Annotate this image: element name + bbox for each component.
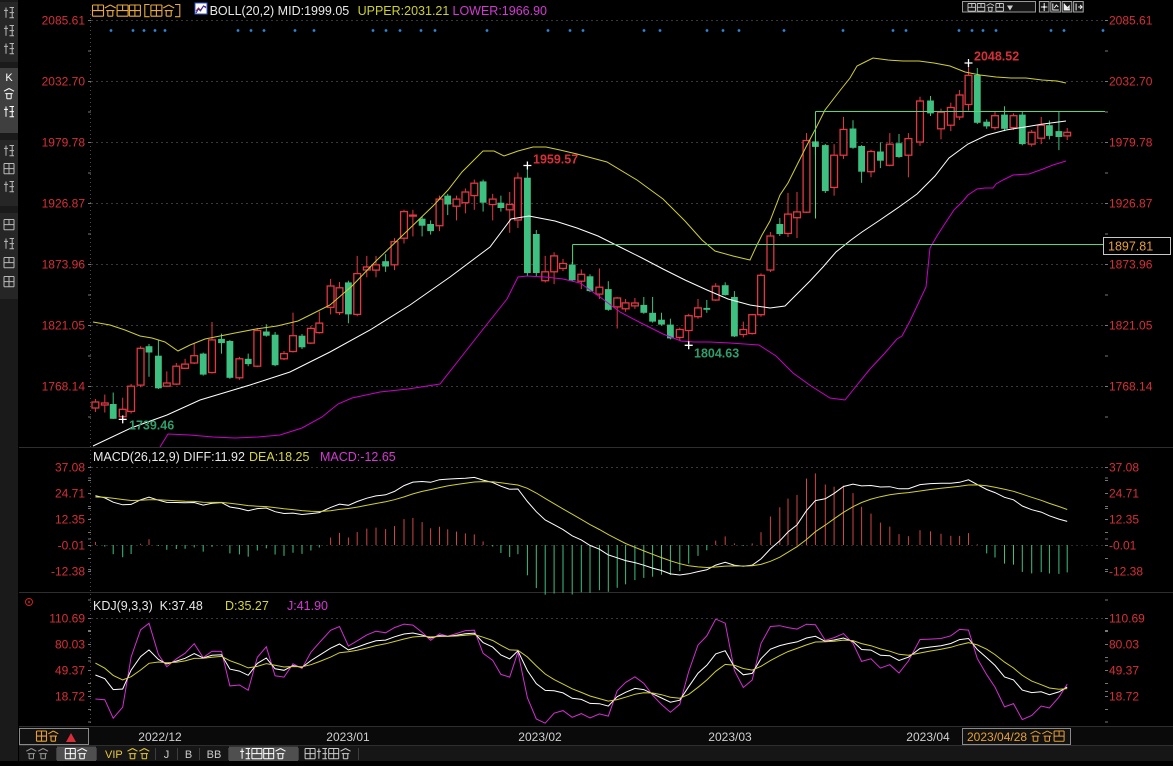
svg-text:2023/01: 2023/01: [326, 730, 370, 744]
svg-text:18.72: 18.72: [1109, 690, 1139, 704]
svg-text:2085.61: 2085.61: [42, 14, 86, 28]
svg-text:12.35: 12.35: [1109, 513, 1139, 527]
svg-text:KDJ(9,3,3) K:37.48: KDJ(9,3,3) K:37.48: [93, 599, 203, 613]
svg-text:2022/12: 2022/12: [138, 730, 182, 744]
svg-text:24.71: 24.71: [1109, 487, 1139, 501]
svg-text:49.37: 49.37: [1109, 664, 1139, 678]
svg-text:1979.78: 1979.78: [42, 136, 86, 150]
svg-text:1979.78: 1979.78: [1109, 136, 1153, 150]
svg-text:2032.70: 2032.70: [1109, 75, 1153, 89]
svg-text:12.35: 12.35: [55, 513, 85, 527]
svg-text:18.72: 18.72: [55, 690, 85, 704]
svg-text:1873.96: 1873.96: [1109, 258, 1153, 272]
svg-text:1897.81: 1897.81: [1108, 240, 1153, 254]
svg-text:1926.87: 1926.87: [1109, 197, 1153, 211]
svg-text:LOWER:1966.90: LOWER:1966.90: [453, 4, 548, 18]
svg-text:J: J: [164, 749, 170, 761]
svg-text:D:35.27: D:35.27: [225, 599, 269, 613]
svg-text:-12.38: -12.38: [1109, 565, 1143, 579]
svg-text:B: B: [185, 749, 192, 761]
svg-text:80.03: 80.03: [1109, 638, 1139, 652]
svg-text:2085.61: 2085.61: [1109, 14, 1153, 28]
svg-text:80.03: 80.03: [55, 638, 85, 652]
svg-text:MACD:-12.65: MACD:-12.65: [320, 450, 396, 464]
svg-text:1873.96: 1873.96: [42, 258, 86, 272]
svg-text:2023/03: 2023/03: [708, 730, 752, 744]
svg-text:1804.63: 1804.63: [694, 347, 739, 361]
svg-text:2023/04: 2023/04: [906, 730, 950, 744]
svg-text:-0.01: -0.01: [1109, 539, 1137, 553]
svg-text:1959.57: 1959.57: [533, 153, 578, 167]
svg-text:VIP: VIP: [105, 749, 123, 761]
svg-text:-0.01: -0.01: [58, 539, 86, 553]
svg-text:J:41.90: J:41.90: [287, 599, 328, 613]
svg-text:2023/02: 2023/02: [518, 730, 562, 744]
svg-text:-12.38: -12.38: [51, 565, 85, 579]
svg-text:1821.05: 1821.05: [42, 319, 86, 333]
svg-text:110.69: 110.69: [49, 612, 85, 626]
svg-text:BB: BB: [207, 749, 222, 761]
svg-text:2048.52: 2048.52: [974, 50, 1019, 64]
svg-text:37.08: 37.08: [1109, 461, 1139, 475]
svg-text:DEA:18.25: DEA:18.25: [249, 450, 310, 464]
svg-text:49.37: 49.37: [55, 664, 85, 678]
svg-text:K: K: [5, 72, 13, 84]
svg-text:37.08: 37.08: [55, 461, 85, 475]
svg-text:MACD(26,12,9) DIFF:11.92: MACD(26,12,9) DIFF:11.92: [93, 450, 245, 464]
svg-text:UPPER:2031.21: UPPER:2031.21: [358, 4, 450, 18]
svg-text:110.69: 110.69: [1109, 612, 1145, 626]
svg-text:2023/04/28: 2023/04/28: [967, 730, 1027, 744]
svg-text:1768.14: 1768.14: [42, 380, 86, 394]
svg-text:1926.87: 1926.87: [42, 197, 86, 211]
svg-text:2032.70: 2032.70: [42, 75, 86, 89]
svg-text:BOLL(20,2) MID:1999.05: BOLL(20,2) MID:1999.05: [210, 4, 350, 18]
svg-text:24.71: 24.71: [55, 487, 85, 501]
svg-text:1739.46: 1739.46: [129, 419, 174, 433]
svg-text:1768.14: 1768.14: [1109, 380, 1153, 394]
svg-text:1821.05: 1821.05: [1109, 319, 1153, 333]
